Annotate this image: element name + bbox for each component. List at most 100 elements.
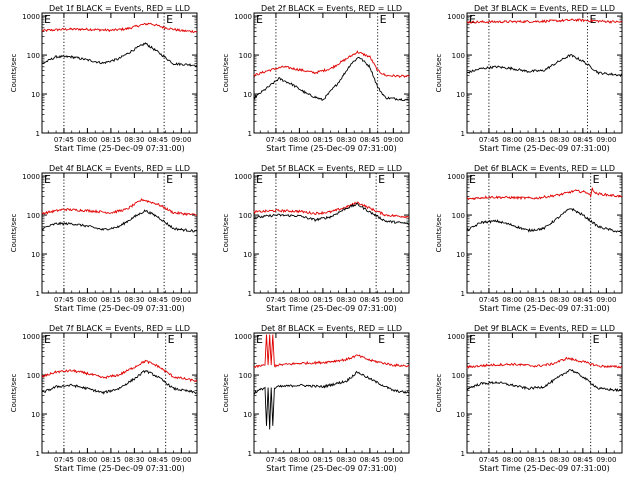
- series-black-events: [253, 56, 410, 102]
- x-axis-label: Start Time (25-Dec-09 07:31:00): [479, 304, 610, 313]
- x-tick-label: 08:45: [360, 296, 380, 304]
- y-tick-label: 100: [239, 372, 252, 380]
- x-axis-label: Start Time (25-Dec-09 07:31:00): [266, 144, 397, 153]
- x-tick-label: 08:30: [336, 136, 356, 144]
- det-panel-4: Det 4f BLACK = Events, RED = LLD 1 10 100 10…: [10, 164, 198, 313]
- marker-letter-e: E: [593, 173, 600, 186]
- series-black-events: [41, 209, 198, 233]
- y-tick-label: 10: [243, 91, 252, 99]
- marker-letter-e: E: [380, 13, 387, 26]
- x-tick-label: 08:45: [148, 136, 168, 144]
- det-panel-2: Det 2f BLACK = Events, RED = LLD 1 10 100 10…: [222, 4, 410, 153]
- plot-frame: [466, 172, 623, 294]
- series-red-lld: [253, 334, 410, 369]
- x-tick-label: 08:30: [549, 136, 569, 144]
- plot-title: Det 5f BLACK = Events, RED = LLD: [261, 164, 402, 173]
- det-panel-6: Det 6f BLACK = Events, RED = LLD 1 10 100 10…: [435, 164, 623, 313]
- y-tick-label: 10: [456, 91, 465, 99]
- y-tick-label: 1: [36, 290, 40, 298]
- series-black-events: [466, 369, 622, 393]
- x-tick-label: 08:00: [502, 456, 522, 464]
- x-tick-label: 07:45: [479, 136, 499, 144]
- y-tick-label: 1: [248, 290, 252, 298]
- y-axis-label: Counts/sec: [222, 214, 230, 253]
- x-tick-label: 09:00: [383, 456, 403, 464]
- marker-letter-e: E: [166, 13, 173, 26]
- marker-letter-e: E: [469, 13, 476, 26]
- y-tick-label: 1000: [22, 333, 40, 341]
- marker-letter-e: E: [166, 173, 173, 186]
- y-tick-label: 1000: [234, 333, 252, 341]
- x-tick-label: 08:00: [289, 136, 309, 144]
- x-tick-label: 08:15: [526, 456, 546, 464]
- y-tick-label: 10: [243, 251, 252, 259]
- y-tick-label: 100: [27, 212, 40, 220]
- plot-title: Det 6f BLACK = Events, RED = LLD: [474, 164, 615, 173]
- y-tick-label: 1000: [22, 173, 40, 181]
- x-tick-label: 08:00: [289, 296, 309, 304]
- y-tick-label: 1: [461, 450, 465, 458]
- y-tick-label: 10: [31, 251, 40, 259]
- plot-frame: [41, 332, 198, 454]
- x-tick-label: 08:15: [526, 136, 546, 144]
- x-tick-label: 08:30: [336, 296, 356, 304]
- x-tick-label: 08:00: [77, 296, 97, 304]
- marker-letter-e: E: [44, 13, 51, 26]
- marker-letter-e: E: [378, 333, 385, 346]
- series-black-events: [253, 202, 410, 225]
- series-black-events: [466, 54, 623, 78]
- series-black-events: [41, 42, 198, 67]
- x-tick-label: 09:00: [596, 456, 616, 464]
- x-tick-label: 09:00: [596, 296, 616, 304]
- series-red-lld: [41, 22, 198, 34]
- plot-title: Det 7f BLACK = Events, RED = LLD: [49, 324, 190, 333]
- marker-letter-e: E: [590, 13, 597, 26]
- x-tick-label: 08:45: [360, 456, 380, 464]
- y-tick-label: 1000: [447, 333, 465, 341]
- y-axis-label: Counts/sec: [435, 214, 443, 253]
- marker-letter-e: E: [469, 173, 476, 186]
- x-tick-label: 08:45: [148, 456, 168, 464]
- y-tick-label: 10: [243, 411, 252, 419]
- y-axis-label: Counts/sec: [435, 374, 443, 413]
- x-tick-label: 07:45: [54, 456, 74, 464]
- det-panel-5: Det 5f BLACK = Events, RED = LLD 1 10 100 10…: [222, 164, 410, 313]
- y-tick-label: 100: [239, 212, 252, 220]
- plot-title: Det 4f BLACK = Events, RED = LLD: [49, 164, 190, 173]
- x-tick-label: 08:45: [148, 296, 168, 304]
- y-tick-label: 1000: [234, 173, 252, 181]
- x-axis-label: Start Time (25-Dec-09 07:31:00): [54, 304, 185, 313]
- y-tick-label: 100: [27, 52, 40, 60]
- det-panel-8: Det 8f BLACK = Events, RED = LLD 1 10 100 10…: [222, 324, 410, 473]
- y-axis-label: Counts/sec: [222, 374, 230, 413]
- x-axis-label: Start Time (25-Dec-09 07:31:00): [479, 464, 610, 473]
- x-tick-label: 07:45: [54, 136, 74, 144]
- x-tick-label: 08:15: [101, 296, 121, 304]
- x-tick-label: 07:45: [266, 136, 286, 144]
- series-red-lld: [41, 197, 198, 217]
- x-tick-label: 08:00: [289, 456, 309, 464]
- y-tick-label: 1000: [22, 13, 40, 21]
- x-tick-label: 08:15: [313, 456, 333, 464]
- y-axis-label: Counts/sec: [10, 214, 18, 253]
- plot-frame: [41, 172, 198, 294]
- plot-title: Det 2f BLACK = Events, RED = LLD: [261, 4, 402, 13]
- series-red-lld: [253, 201, 410, 219]
- x-tick-label: 08:00: [502, 136, 522, 144]
- y-tick-label: 10: [456, 251, 465, 259]
- y-tick-label: 1: [248, 130, 252, 138]
- y-tick-label: 100: [239, 52, 252, 60]
- y-tick-label: 100: [27, 372, 40, 380]
- plot-title: Det 8f BLACK = Events, RED = LLD: [261, 324, 402, 333]
- plot-frame: [253, 12, 410, 134]
- series-red-lld: [466, 18, 623, 24]
- x-tick-label: 08:15: [313, 136, 333, 144]
- x-tick-label: 08:30: [549, 296, 569, 304]
- series-black-events: [466, 207, 623, 234]
- y-axis-label: Counts/sec: [10, 374, 18, 413]
- y-tick-label: 1: [36, 130, 40, 138]
- x-tick-label: 08:00: [77, 136, 97, 144]
- y-tick-label: 100: [452, 212, 465, 220]
- x-tick-label: 09:00: [383, 136, 403, 144]
- x-tick-label: 08:30: [336, 456, 356, 464]
